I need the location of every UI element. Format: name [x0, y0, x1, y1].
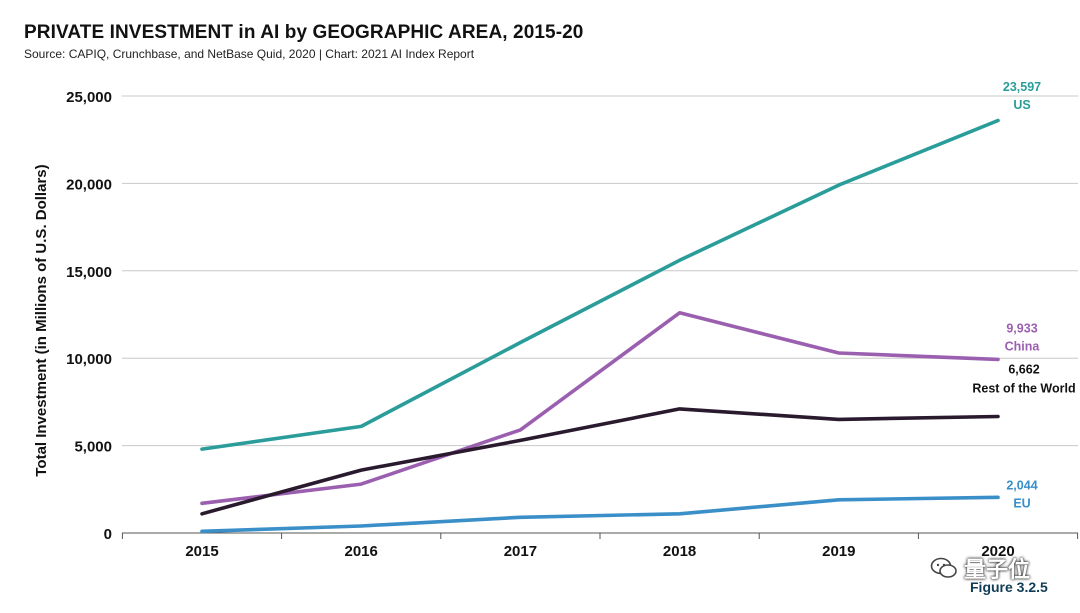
x-axis: 2015 2016 2017 2018 2019 2020 — [121, 532, 1079, 560]
end-label-name-eu: EU — [1013, 496, 1030, 510]
series-lines — [200, 118, 1000, 534]
x-tick-label: 2017 — [504, 543, 537, 560]
y-tick-label: 20,000 — [66, 176, 112, 193]
wechat-icon — [930, 557, 957, 578]
end-label-name-us: US — [1013, 98, 1030, 112]
x-tick-label: 2019 — [822, 543, 855, 560]
chart-title: PRIVATE INVESTMENT in AI by GEOGRAPHIC A… — [24, 22, 584, 43]
series-line-us — [200, 118, 1000, 451]
y-tick-label: 15,000 — [66, 264, 112, 281]
watermark-text: 量子位 — [964, 558, 1031, 583]
end-label-value-china: 9,933 — [1006, 321, 1037, 335]
series-line-eu — [200, 495, 1000, 534]
series-line-china — [200, 310, 1000, 506]
series-line-rest-of-the-world — [200, 407, 1000, 516]
end-label-value-rest-of-the-world: 6,662 — [1008, 363, 1039, 377]
y-tick-label: 10,000 — [66, 351, 112, 368]
x-tick-label: 2018 — [663, 543, 696, 560]
y-axis: 0 5,000 10,000 15,000 20,000 25,000 Total Inve… — [33, 89, 112, 543]
y-tick-label: 0 — [104, 526, 112, 543]
chart-source: Source: CAPIQ, Crunchbase, and NetBase Q… — [24, 47, 475, 61]
y-tick-label: 5,000 — [74, 439, 112, 456]
figure-label: Figure 3.2.5 — [970, 579, 1048, 595]
end-label-value-eu: 2,044 — [1006, 478, 1037, 492]
gridlines — [122, 95, 1078, 447]
end-label-name-china: China — [1005, 339, 1041, 353]
watermark: 量子位 — [930, 552, 1030, 584]
end-labels: 23,597 US 9,933 China 6,662 Rest of the World… — [972, 80, 1075, 510]
x-tick-label: 2020 — [981, 543, 1014, 560]
x-tick-label: 2015 — [185, 543, 218, 560]
end-label-value-us: 23,597 — [1003, 80, 1041, 94]
y-tick-label: 25,000 — [66, 89, 112, 106]
end-label-name-rest-of-the-world: Rest of the World — [972, 382, 1075, 396]
y-axis-title: Total Investment (in Millions of U.S. Do… — [33, 164, 50, 476]
x-tick-label: 2016 — [345, 543, 378, 560]
